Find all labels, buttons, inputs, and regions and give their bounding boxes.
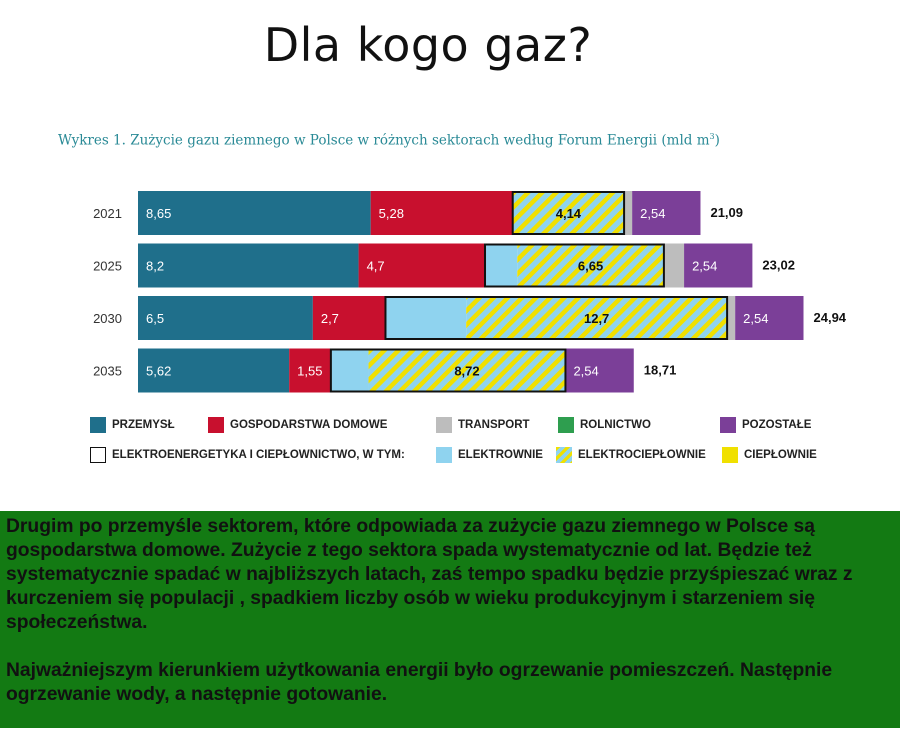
bar-pozostale-2025 (684, 243, 753, 288)
bar-pozostale-2021 (632, 191, 701, 235)
legend-item-gospodarstwa: GOSPODARSTWA DOMOWE (208, 417, 387, 433)
bar-przemysl-2025 (138, 243, 359, 288)
bar-elektrownie-2030 (385, 296, 467, 340)
stacked-bar-chart: 2021 8,65 5,28 2,54 4,14 21,09 2025 8,2 4,7 2,54 6… (93, 191, 847, 393)
bar-transport-2025 (663, 243, 685, 288)
bar-elektrownie-2035 (330, 348, 369, 393)
y-tick-label: 2035 (93, 364, 122, 379)
legend-swatch-transport (436, 417, 452, 433)
legend-item-elektrocieplownie: ELEKTROCIEPŁOWNIE (556, 447, 706, 463)
bar-transport-2030 (727, 296, 736, 340)
data-label-pozostale: 2,54 (573, 364, 598, 379)
data-label-pozostale: 2,54 (640, 206, 665, 221)
legend-label: GOSPODARSTWA DOMOWE (230, 419, 388, 431)
chart-title-suffix: ) (714, 132, 720, 149)
bar-elektrocieplownie-2025 (517, 243, 664, 288)
legend-item-elektroenergetyka: ELEKTROENERGETYKA I CIEPŁOWNICTWO, W TYM… (90, 447, 405, 463)
legend-item-elektrownie: ELEKTROWNIE (436, 447, 543, 463)
bar-elektrocieplownie-2030 (466, 296, 728, 340)
text-panel: Drugim po przemyśle sektorem, które odpo… (0, 511, 900, 728)
bar-przemysl-2030 (138, 296, 313, 340)
data-label-pozostale: 2,54 (692, 259, 717, 274)
data-label-przemysl: 8,2 (146, 259, 164, 274)
bar-elektrownie-2025 (485, 243, 518, 288)
data-label-elektroenergetyka: 8,72 (454, 364, 479, 379)
legend-swatch-gospodarstwa (208, 417, 224, 433)
bar-transport-2021 (624, 191, 633, 235)
bar-gospodarstwa-2030 (312, 296, 386, 340)
legend-item-transport: TRANSPORT (436, 417, 530, 433)
data-label-elektroenergetyka: 4,14 (556, 206, 582, 221)
data-label-elektroenergetyka: 12,7 (584, 311, 609, 326)
chart-title-text: Wykres 1. Zużycie gazu ziemnego w Polsce… (58, 132, 710, 149)
legend-label: TRANSPORT (458, 419, 530, 431)
data-label-gospodarstwa: 1,55 (297, 364, 322, 379)
bar-elektrocieplownie-2035 (368, 348, 566, 393)
legend-label: POZOSTAŁE (742, 419, 812, 431)
legend-label: PRZEMYSŁ (112, 419, 175, 431)
legend-swatch-pozostale (720, 417, 736, 433)
bar-gospodarstwa-2035 (289, 348, 331, 393)
total-label: 24,94 (814, 310, 847, 325)
legend-item-rolnictwo: ROLNICTWO (558, 417, 651, 433)
legend-label: CIEPŁOWNIE (744, 449, 817, 461)
total-label: 21,09 (710, 205, 743, 220)
text-panel-body: Drugim po przemyśle sektorem, które odpo… (6, 515, 896, 707)
group-outline-2025 (484, 243, 665, 288)
data-label-pozostale: 2,54 (743, 311, 768, 326)
legend-item-pozostale: POZOSTAŁE (720, 417, 811, 433)
y-tick-label: 2021 (93, 206, 122, 221)
data-label-przemysl: 8,65 (146, 206, 171, 221)
legend-swatch-przemysl (90, 417, 106, 433)
legend-item-przemysl: PRZEMYSŁ (90, 417, 175, 433)
bar-pozostale-2035 (565, 348, 634, 393)
data-label-przemysl: 6,5 (146, 311, 164, 326)
chart-title: Wykres 1. Zużycie gazu ziemnego w Polsce… (58, 132, 720, 149)
legend-label: ROLNICTWO (580, 419, 651, 431)
legend-label: ELEKTROENERGETYKA I CIEPŁOWNICTWO, W TYM… (112, 449, 405, 461)
data-label-przemysl: 5,62 (146, 364, 171, 379)
y-tick-label: 2030 (93, 311, 122, 326)
bar-przemysl-2021 (138, 191, 371, 235)
legend-item-cieplownie: CIEPŁOWNIE (722, 447, 817, 463)
slide-title: Dla kogo gaz? (263, 18, 593, 72)
y-tick-label: 2025 (93, 259, 122, 274)
data-label-gospodarstwa: 4,7 (367, 259, 385, 274)
paragraph-1: Drugim po przemyśle sektorem, które odpo… (6, 516, 853, 633)
bar-elektrocieplownie-2021 (512, 191, 625, 235)
data-label-gospodarstwa: 2,7 (321, 311, 339, 326)
total-label: 18,71 (644, 363, 677, 378)
chart-title-superscript: 3 (709, 132, 715, 141)
bar-pozostale-2030 (735, 296, 804, 340)
total-label: 23,02 (762, 258, 795, 273)
bar-gospodarstwa-2025 (358, 243, 486, 288)
paragraph-2: Najważniejszym kierunkiem użytkowania en… (6, 660, 833, 705)
legend-swatch-rolnictwo (558, 417, 574, 433)
group-outline-2030 (384, 296, 729, 340)
bar-przemysl-2035 (138, 348, 290, 393)
legend-swatch-elektrocieplownie (556, 447, 572, 463)
legend-label: ELEKTROWNIE (458, 449, 543, 461)
chart-legend: PRZEMYSŁ GOSPODARSTWA DOMOWE TRANSPORT R… (90, 413, 870, 473)
data-label-elektroenergetyka: 6,65 (578, 259, 603, 274)
data-label-gospodarstwa: 5,28 (379, 206, 404, 221)
group-outline-2021 (511, 191, 626, 235)
legend-swatch-elektroenergetyka (90, 447, 106, 463)
legend-swatch-cieplownie (722, 447, 738, 463)
bar-gospodarstwa-2021 (370, 191, 513, 235)
legend-swatch-elektrownie (436, 447, 452, 463)
legend-label: ELEKTROCIEPŁOWNIE (578, 449, 706, 461)
group-outline-2035 (329, 348, 567, 393)
